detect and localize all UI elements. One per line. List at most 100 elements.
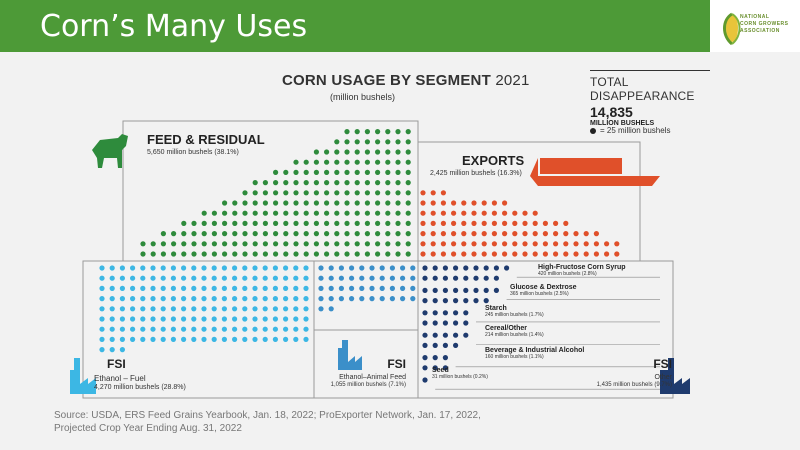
exports-dot (420, 241, 426, 247)
exports-dot (440, 190, 446, 196)
ethanol-fuel-dot (283, 336, 289, 342)
source-line-1: Source: USDA, ERS Feed Grains Yearbook, … (54, 410, 481, 421)
ethanol-fuel-dot (201, 275, 207, 281)
feed-dot (150, 241, 156, 247)
feed-dot (405, 169, 411, 175)
feed-dot (303, 220, 309, 226)
exports-dot (522, 220, 528, 226)
ethanol-fuel-dot (293, 316, 299, 322)
feed-dot (375, 241, 381, 247)
feed-dot (354, 159, 360, 165)
ethanol-feed-dot (410, 265, 416, 271)
logo-text: NATIONAL CORN GROWERS ASSOCIATION (740, 14, 789, 35)
feed-dot (201, 241, 207, 247)
ethanol-fuel-dot (201, 285, 207, 291)
ethanol-fuel-dot (221, 275, 227, 281)
exports-dot (491, 210, 497, 216)
ethanol-fuel-dot (242, 275, 248, 281)
feed-dot (283, 200, 289, 206)
ethanol-feed-dot (389, 285, 395, 291)
feed-dot (375, 169, 381, 175)
other-fsi-dot (432, 320, 438, 326)
feed-dot (303, 190, 309, 196)
exports-dot (481, 220, 487, 226)
feed-dot (303, 241, 309, 247)
feed-dot (405, 149, 411, 155)
ethanol-fuel-dot (119, 275, 125, 281)
ethanol-fuel-dot (130, 326, 136, 332)
feed-dot (354, 210, 360, 216)
ethanol-fuel-dot (99, 316, 105, 322)
ethanol-fuel-name: Ethanol – Fuel (94, 374, 146, 383)
ethanol-fuel-dot (293, 326, 299, 332)
exports-dot (583, 251, 589, 257)
ethanol-feed-dot (400, 275, 406, 281)
ethanol-fuel-dot (181, 326, 187, 332)
exports-dot (420, 251, 426, 257)
feed-dot (385, 180, 391, 186)
feed-dot (283, 169, 289, 175)
ethanol-fuel-dot (293, 285, 299, 291)
feed-dot (313, 220, 319, 226)
exports-value: 2,425 million bushels (16.3%) (430, 170, 522, 177)
ethanol-feed-dot (379, 265, 385, 271)
ethanol-fuel-dot (211, 296, 217, 302)
feed-dot (324, 200, 330, 206)
exports-dot (542, 220, 549, 226)
feed-dot (395, 231, 401, 237)
ethanol-fuel-dot (303, 275, 309, 281)
feed-dot (375, 180, 381, 186)
ethanol-feed-dot (389, 296, 395, 302)
feed-dot (364, 149, 370, 155)
exports-dot (563, 231, 569, 237)
feed-dot (201, 231, 207, 237)
ethanol-fuel-dot (160, 285, 166, 291)
exports-dot (420, 210, 426, 216)
other-fsi-dot (432, 287, 438, 293)
feed-dot (405, 180, 411, 186)
feed-dot (334, 159, 340, 165)
other-fsi-dot (432, 332, 438, 338)
ethanol-fuel-dot (272, 316, 278, 322)
other-fsi-dot (463, 298, 469, 304)
ethanol-fuel-dot (150, 326, 156, 332)
ethanol-fuel-dot (272, 336, 278, 342)
feed-dot (273, 169, 279, 175)
hfcs-name: High-Fructose Corn Syrup (538, 264, 626, 271)
exports-dot (440, 241, 446, 247)
feed-dot (211, 220, 217, 226)
feed-dot (303, 159, 309, 165)
exports-dot (583, 241, 589, 247)
feed-dot (303, 169, 309, 175)
cereal-value: 214 million bushels (1.4%) (485, 332, 544, 338)
exports-dot (471, 210, 477, 216)
exports-dot (593, 251, 600, 257)
feed-dot (364, 220, 370, 226)
ethanol-feed-dot (338, 265, 344, 271)
seed-name: Seed (432, 367, 449, 374)
ethanol-fuel-dot (160, 336, 166, 342)
feed-dot (334, 220, 340, 226)
other-fsi-dot (483, 265, 489, 271)
feed-dot (222, 210, 228, 216)
ethanol-fuel-dot (140, 326, 146, 332)
feed-dot (324, 190, 330, 196)
ethanol-feed-dot (338, 275, 344, 281)
ethanol-fuel-dot (221, 265, 227, 271)
feed-dot (375, 139, 381, 145)
feed-dot (222, 231, 228, 237)
exports-dot (481, 241, 487, 247)
other-fsi-name: Other (654, 374, 672, 381)
ethanol-fuel-dot (303, 265, 309, 271)
slide-title: Corn’s Many Uses (40, 9, 308, 44)
ethanol-fuel-dot (221, 306, 227, 312)
feed-dot (354, 241, 360, 247)
other-fsi-dot (453, 275, 459, 281)
ethanol-fuel-dot (232, 306, 238, 312)
feed-dot (232, 220, 238, 226)
feed-dot (344, 220, 350, 226)
feed-dot (354, 190, 360, 196)
other-fsi-dot (422, 320, 428, 326)
ethanol-fuel-dot (119, 347, 125, 353)
exports-dot (420, 190, 426, 196)
